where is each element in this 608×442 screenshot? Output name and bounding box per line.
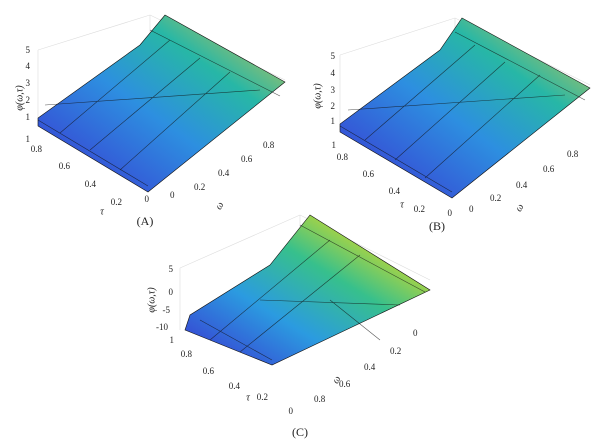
omega-tick-label: 0.2 [390,346,401,356]
omega-tick-label: 0.2 [194,182,205,192]
tau-tick-label: 0.6 [59,161,71,171]
tau-tick-label: 1 [170,335,175,345]
omega-tick-label: 0.8 [567,149,579,159]
caption: (A) [137,214,154,228]
tau-tick-label: 0.6 [363,169,375,179]
tau-tick-label: 0.6 [203,366,215,376]
z-tick-label: 2 [26,95,31,105]
tau-tick-label: 1 [26,134,31,144]
caption: (B) [429,219,445,233]
omega-tick-label: 0.6 [543,164,555,174]
z-axis-label: φ(ω,τ) [14,85,25,111]
omega-tick-label: 0 [170,190,175,200]
tau-tick-label: 0 [145,194,150,204]
z-tick-label: 5 [331,51,336,61]
tau-axis-label: τ [100,206,104,217]
surface-a [37,14,286,193]
omega-tick-label: 0.4 [218,168,230,178]
tau-tick-label: 0 [448,208,453,218]
omega-axis-label: ω [330,374,343,386]
omega-tick-label: 0.2 [490,193,501,203]
z-tick-label: 4 [26,61,31,71]
z-tick-label: 2 [331,101,336,111]
z-tick-label: 1 [331,116,336,126]
tau-tick-label: 0.4 [389,186,401,196]
z-tick-label: 3 [26,78,31,88]
tau-tick-label: 0.8 [181,349,193,359]
z-tick-label: -10 [156,322,168,332]
omega-axis-label: ω [513,202,526,214]
omega-tick-label: 0.4 [364,362,376,372]
omega-axis-label: ω [213,200,226,212]
z-tick-label: 5 [26,45,31,55]
tau-tick-label: 0.4 [229,381,241,391]
z-tick-label: 4 [331,68,336,78]
tau-axis-label: τ [246,392,250,403]
z-tick-label: 5 [169,264,174,274]
omega-tick-label: 0 [413,328,418,338]
omega-tick-label: 0.6 [339,379,351,389]
tau-tick-label: 0.2 [257,392,268,402]
omega-tick-label: 0.4 [516,180,528,190]
tau-tick-label: 0.2 [414,204,425,214]
tau-tick-label: 1 [332,140,337,150]
z-tick-label: 1 [26,112,31,122]
z-tick-label: -5 [163,305,171,315]
tau-tick-label: 0.8 [337,152,349,162]
omega-tick-label: 0.6 [241,154,253,164]
z-axis-label: φ(ω,τ) [146,287,157,313]
surface-b [339,17,591,199]
caption: (C) [292,425,308,439]
omega-tick-label: 0.8 [314,394,326,404]
z-axis-label: φ(ω,τ) [312,83,323,109]
surface-c [184,214,431,366]
tau-tick-label: 0.4 [85,179,97,189]
tau-tick-label: 0.2 [111,197,122,207]
tau-axis-label: τ [400,199,404,210]
omega-tick-label: 0.8 [263,140,275,150]
z-tick-label: 0 [169,287,174,297]
tau-tick-label: 0.8 [31,144,43,154]
tau-tick-label: 0 [289,406,294,416]
z-tick-label: 3 [331,85,336,95]
omega-tick-label: 0 [469,204,474,214]
